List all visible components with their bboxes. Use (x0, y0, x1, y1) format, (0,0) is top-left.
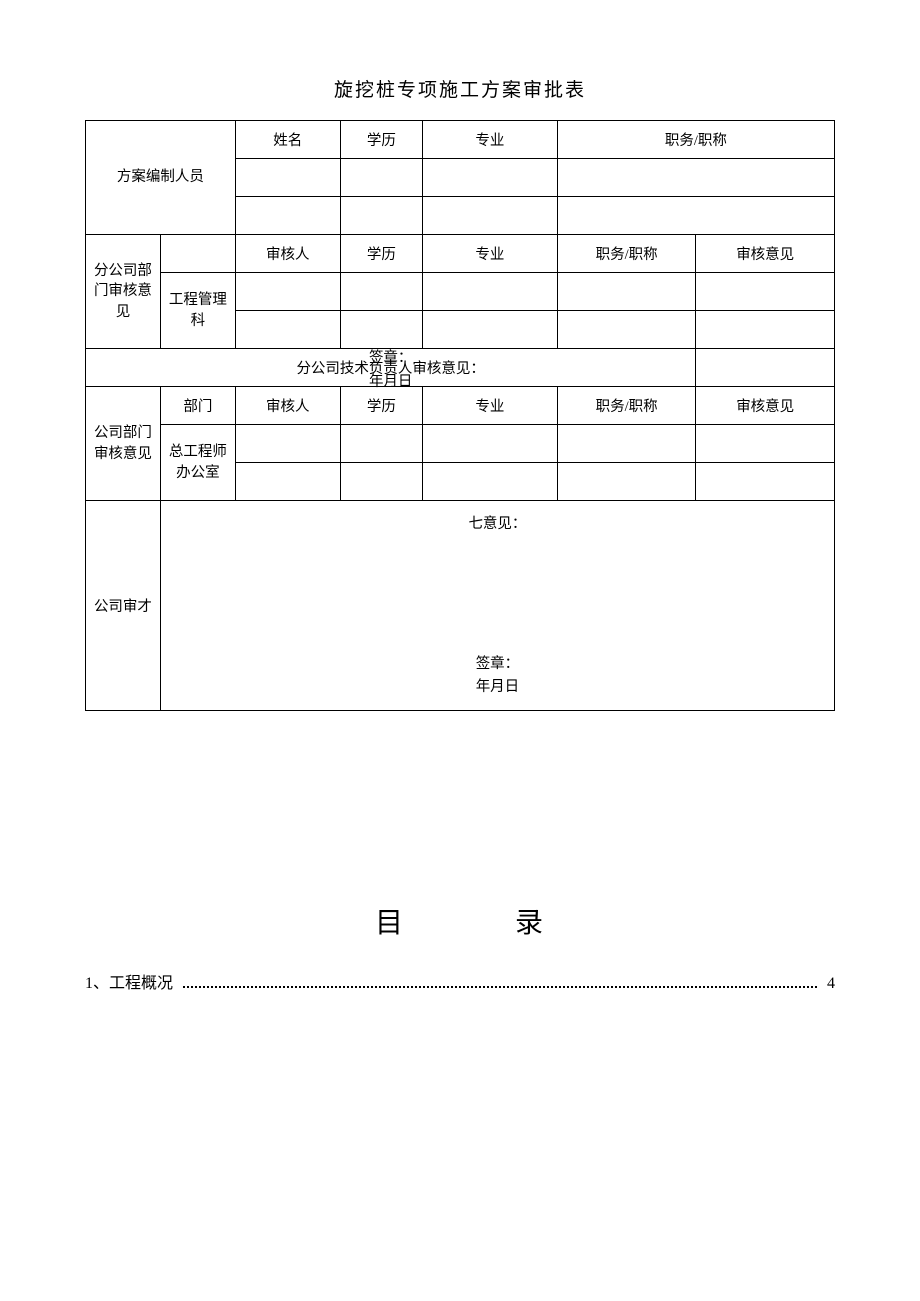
cell (340, 159, 422, 197)
section1-label: 方案编制人员 (86, 121, 236, 235)
sig2-label: 七意见： (468, 516, 526, 532)
cell (696, 349, 835, 387)
section3-sublabel: 总工程师办公室 (160, 425, 235, 501)
cell (340, 273, 422, 311)
header-major: 专业 (423, 235, 558, 273)
toc-heading-left: 目 (375, 908, 405, 939)
sig1-date: 年月日 (86, 370, 695, 393)
table-row: 方案编制人员 姓名 学历 专业 职务/职称 (86, 121, 835, 159)
header-reviewer: 审核人 (235, 235, 340, 273)
cell (696, 311, 835, 349)
sig2-stamp: 签章： (163, 653, 832, 676)
header-name: 姓名 (235, 121, 340, 159)
cell (235, 425, 340, 463)
cell (160, 235, 235, 273)
section2-label: 分公司部门审核意见 (86, 235, 161, 349)
sig1-stamp: 签章： (86, 347, 695, 370)
toc-item-label: 1、工程概况 (85, 969, 179, 993)
cell (557, 425, 696, 463)
company-opinion: 七意见： 签章： 年月日 (160, 501, 834, 711)
toc-item-page: 4 (821, 975, 835, 993)
cell (557, 463, 696, 501)
cell (235, 197, 340, 235)
section2-sublabel: 工程管理科 (160, 273, 235, 349)
cell (557, 311, 696, 349)
header-opinion: 审核意见 (696, 235, 835, 273)
approval-table: 方案编制人员 姓名 学历 专业 职务/职称 分公司部门审核意见 审核人 学历 专… (85, 120, 835, 711)
cell (235, 273, 340, 311)
toc-item: 1、工程概况 4 (85, 969, 835, 993)
toc-dots (183, 977, 817, 988)
table-row: 分公司技术负责人审核意见： 签章： 年月日 (86, 349, 835, 387)
company-opinion-left: 公司审才 (86, 501, 161, 711)
cell (340, 311, 422, 349)
cell (423, 159, 558, 197)
table-row: 分公司部门审核意见 审核人 学历 专业 职务/职称 审核意见 (86, 235, 835, 273)
header-title: 职务/职称 (557, 121, 834, 159)
sig2-date: 年月日 (163, 676, 832, 699)
cell (340, 425, 422, 463)
header-opinion: 审核意见 (696, 387, 835, 425)
cell (235, 463, 340, 501)
header-major: 专业 (423, 121, 558, 159)
cell (696, 273, 835, 311)
cell (557, 197, 834, 235)
cell (340, 463, 422, 501)
cell (557, 273, 696, 311)
cell (340, 197, 422, 235)
header-edu: 学历 (340, 121, 422, 159)
header-title: 职务/职称 (557, 235, 696, 273)
section3-label: 公司部门审核意见 (86, 387, 161, 501)
cell (557, 159, 834, 197)
cell (423, 463, 558, 501)
cell (696, 463, 835, 501)
table-row: 公司审才 七意见： 签章： 年月日 (86, 501, 835, 711)
table-row: 总工程师办公室 (86, 425, 835, 463)
cell (423, 425, 558, 463)
tech-lead-opinion: 分公司技术负责人审核意见： 签章： 年月日 (86, 349, 696, 387)
toc-heading-right: 录 (515, 908, 545, 939)
cell (235, 311, 340, 349)
cell (423, 311, 558, 349)
toc-heading: 目录 (85, 901, 835, 941)
cell (423, 273, 558, 311)
header-edu: 学历 (340, 235, 422, 273)
page-title: 旋挖桩专项施工方案审批表 (85, 75, 835, 102)
table-row: 工程管理科 (86, 273, 835, 311)
cell (423, 197, 558, 235)
cell (696, 425, 835, 463)
cell (235, 159, 340, 197)
